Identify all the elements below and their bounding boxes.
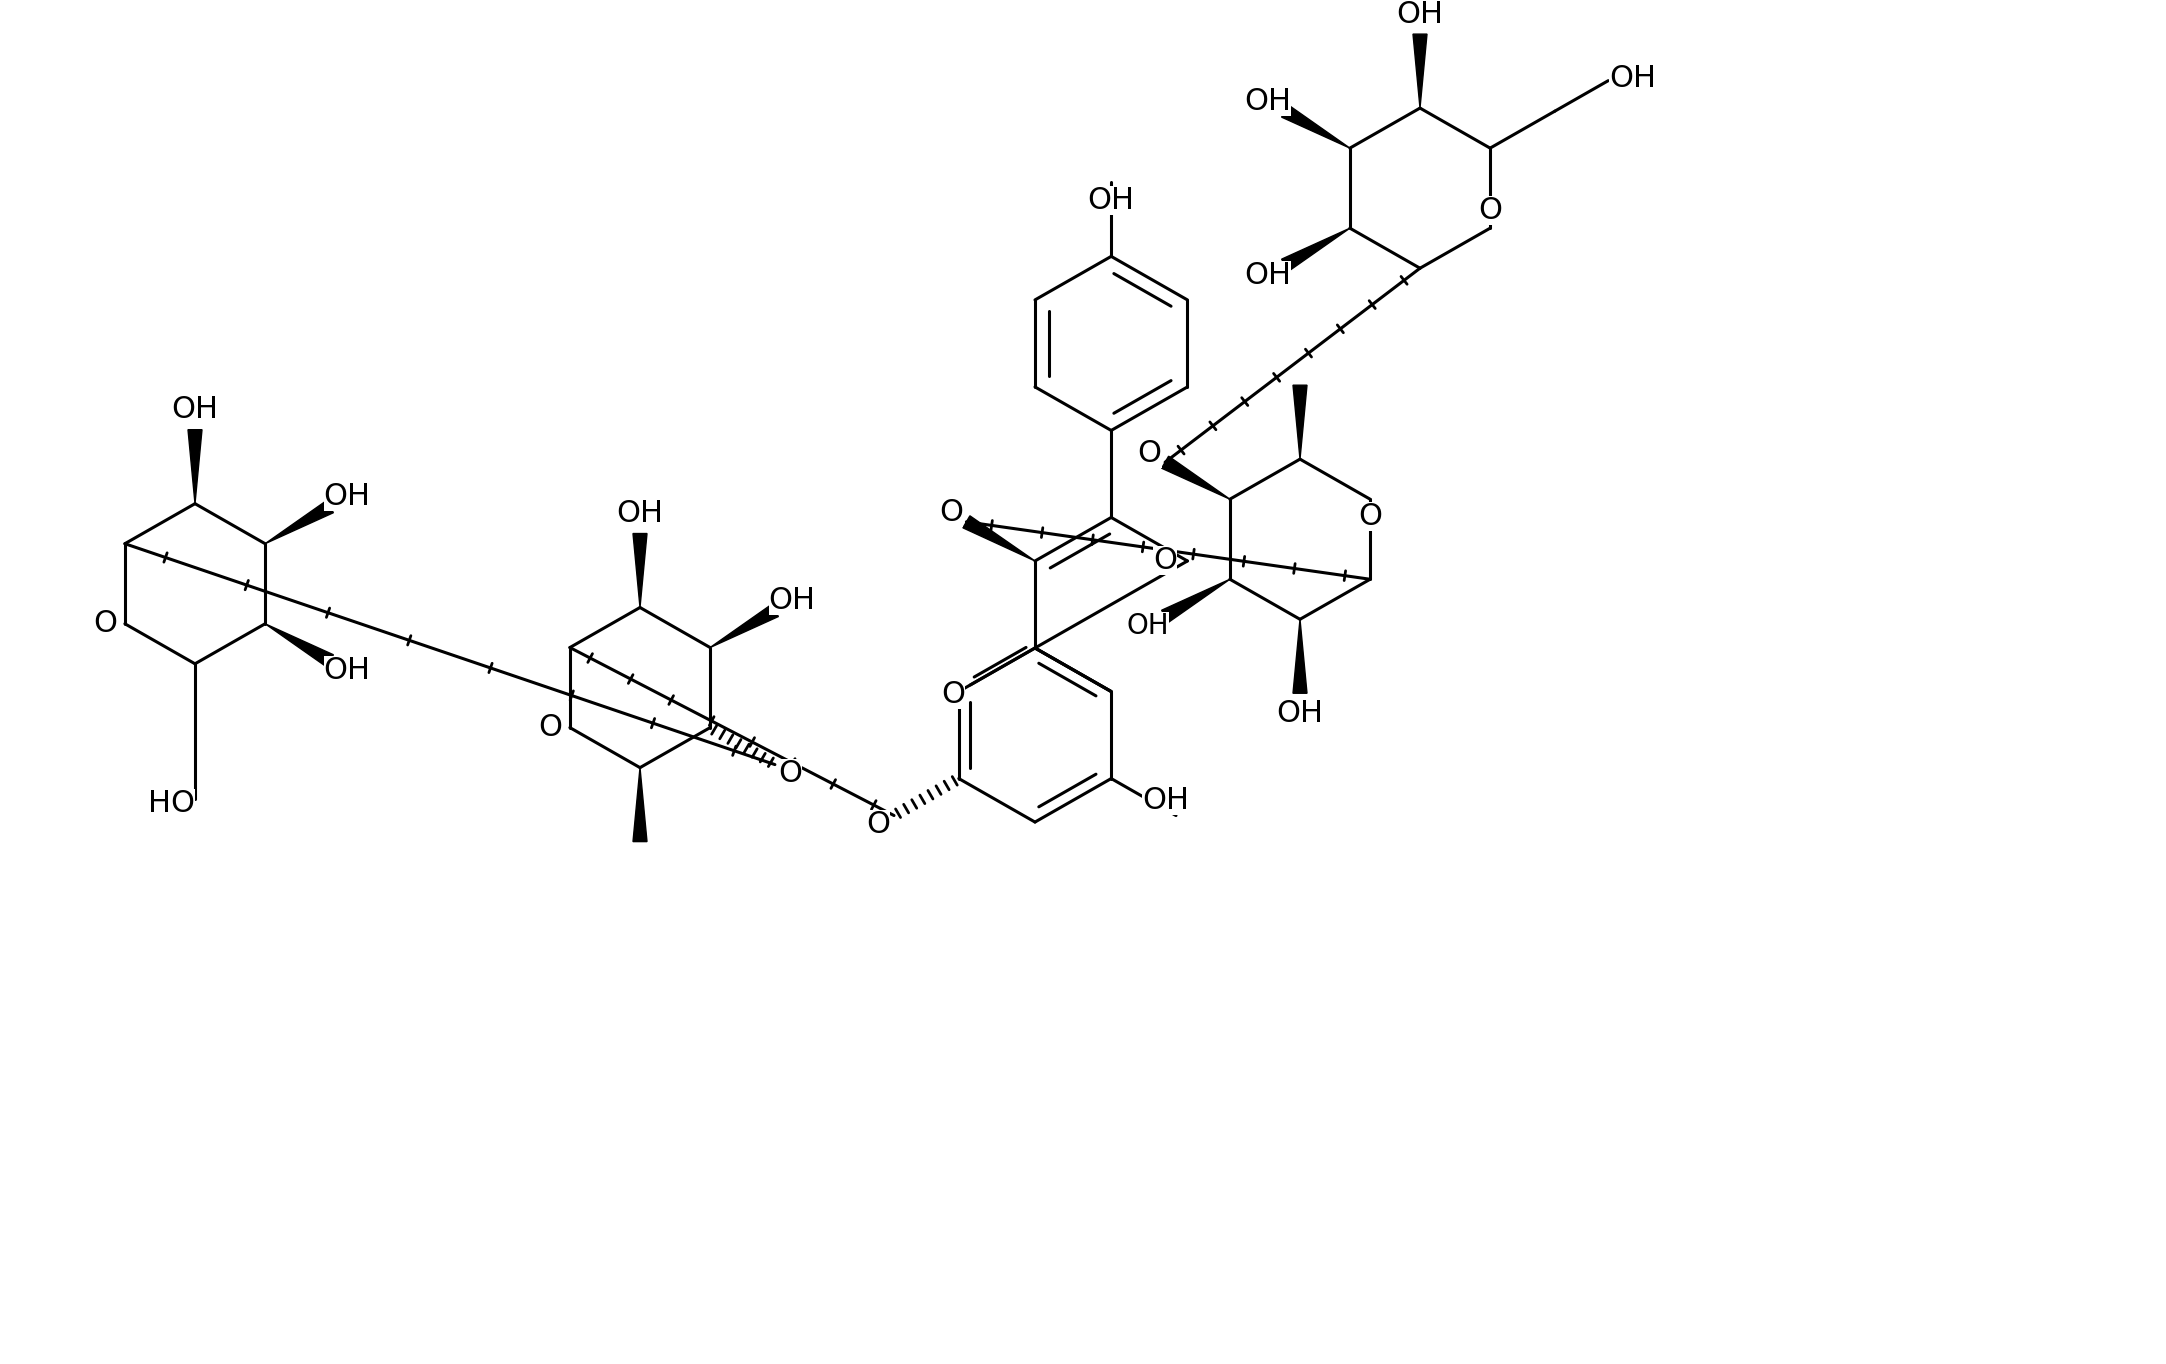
Text: O: O [537,713,561,742]
Polygon shape [1293,385,1306,460]
Text: O: O [1154,547,1178,576]
Polygon shape [264,501,334,544]
Text: OH: OH [617,499,663,528]
Text: OH: OH [769,587,817,615]
Text: OH: OH [1243,87,1291,116]
Polygon shape [964,516,1035,561]
Text: O: O [866,810,890,839]
Polygon shape [710,604,778,648]
Text: OH: OH [1609,64,1657,93]
Polygon shape [1161,580,1230,622]
Text: O: O [778,758,801,788]
Text: O: O [1137,439,1161,468]
Text: OH: OH [1397,0,1443,29]
Text: OH: OH [323,656,370,685]
Text: HO: HO [147,790,195,818]
Text: OH: OH [323,483,370,512]
Text: OH: OH [1276,698,1323,727]
Text: O: O [93,610,117,638]
Text: OH: OH [171,396,219,424]
Text: OH: OH [1087,186,1135,214]
Polygon shape [1282,228,1349,271]
Polygon shape [188,430,201,503]
Text: OH: OH [1126,612,1170,640]
Text: O: O [938,498,964,528]
Polygon shape [1293,619,1306,693]
Polygon shape [264,623,334,667]
Polygon shape [632,533,648,607]
Text: O: O [1358,502,1382,532]
Polygon shape [1412,34,1427,108]
Text: OH: OH [1243,261,1291,289]
Polygon shape [632,768,648,842]
Polygon shape [1282,105,1349,149]
Text: OH: OH [1141,786,1189,816]
Text: O: O [940,681,964,709]
Text: O: O [1137,439,1161,468]
Text: O: O [1477,196,1501,225]
Polygon shape [1161,456,1230,499]
